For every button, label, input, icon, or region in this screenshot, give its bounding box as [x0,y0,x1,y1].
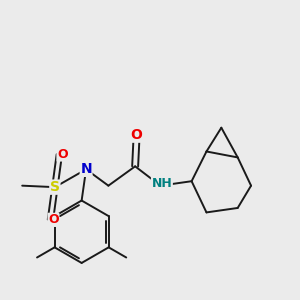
Text: N: N [80,162,92,176]
Text: O: O [48,213,59,226]
Text: NH: NH [152,177,172,190]
Text: O: O [131,128,142,142]
Text: S: S [50,180,60,194]
Text: O: O [57,148,68,161]
